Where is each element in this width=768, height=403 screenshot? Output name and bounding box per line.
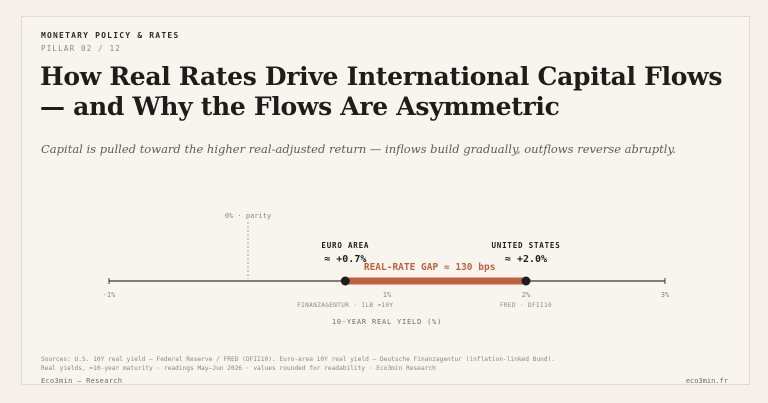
sources-note: Sources: U.S. 10Y real yield — Federal R… [41,355,731,373]
real-rate-gap-bar [345,277,526,285]
united-states-point [521,276,531,286]
title-line-2: — and Why the Flows Are Asymmetric [40,92,560,121]
united-states-name: UNITED STATES [491,241,560,250]
card-frame [21,16,750,385]
site-link[interactable]: eco3min.fr [685,377,728,385]
euro-area-source: FINANZAGENTUR · ILB ≈10Y [297,302,393,309]
axis-tick-label: 1% [383,291,392,299]
gap-label: REAL-RATE GAP ≈ 130 bps [364,262,496,273]
kicker: MONETARY POLICY & RATES [41,31,180,40]
parity-label: 0% · parity [225,212,271,220]
euro-area-point [340,276,350,286]
axis-tick-label: 2% [522,291,531,299]
axis-label: 10-YEAR REAL YIELD (%) [332,318,442,326]
pillar-label: PILLAR 02 / 12 [41,44,122,53]
united-states-source: FRED · DFII10 [500,302,552,309]
subtitle: Capital is pulled toward the higher real… [41,142,677,156]
sources-line-1: Sources: U.S. 10Y real yield — Federal R… [41,356,556,363]
united-states-value: ≈ +2.0% [505,254,547,265]
axis-tick-label: 3% [661,291,670,299]
axis-tick-label: -1% [103,291,116,299]
sources-line-2: Real yields, ≈10-year maturity · reading… [41,365,436,372]
brand-label: Eco3min — Research [41,377,123,385]
title-line-1: How Real Rates Drive International Capit… [40,62,723,91]
euro-area-value: ≈ +0.7% [324,254,366,265]
page-title: How Real Rates Drive International Capit… [40,62,740,122]
euro-area-name: EURO AREA [321,241,369,250]
